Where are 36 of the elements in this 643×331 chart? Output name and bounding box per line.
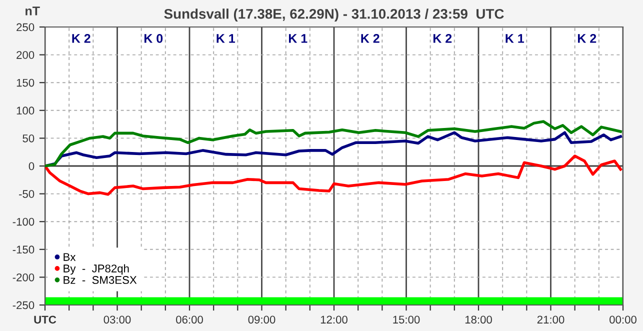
line-series xyxy=(45,154,622,196)
x-tick-label: 21:00 xyxy=(537,316,564,324)
y-tick-label: 100 xyxy=(16,106,34,115)
x-tick-label: 09:00 xyxy=(248,316,276,324)
annotation: K 2 xyxy=(72,34,90,43)
annotation: K 1 xyxy=(288,34,308,43)
y-tick-label: 200 xyxy=(16,51,34,59)
y-tick-label: -200 xyxy=(12,273,34,282)
x-tick-label: 15:00 xyxy=(393,316,420,324)
y-tick-label: -250 xyxy=(12,301,34,310)
y-axis-title: nT xyxy=(26,6,40,16)
annotation: K 1 xyxy=(216,34,236,43)
annotation: K 2 xyxy=(578,34,596,43)
chart-title: Sundsvall (17.38E, 62.29N) - 31.10.2013 / 23:59 UTC xyxy=(164,8,504,22)
x-tick-label: 00:00 xyxy=(610,316,636,324)
y-tick-label: 250 xyxy=(16,23,34,32)
x-tick-label: 18:00 xyxy=(465,316,492,324)
y-tick-label: -50 xyxy=(19,190,34,198)
y-tick-label: -150 xyxy=(12,246,34,254)
line-series xyxy=(45,120,622,168)
x-tick-label: 03:00 xyxy=(104,316,131,324)
legend-label: Bz - SM3ESX xyxy=(64,276,137,284)
y-tick-label: -100 xyxy=(12,218,34,226)
x-tick-label: UTC xyxy=(34,316,56,324)
annotation: K 2 xyxy=(361,34,380,43)
y-tick-label: 50 xyxy=(22,134,34,142)
x-tick-label: 12:00 xyxy=(320,316,348,324)
x-tick-label: 06:00 xyxy=(176,316,203,324)
legend-label: By - JP82qh xyxy=(64,264,129,275)
legend-label: Bx xyxy=(64,253,76,261)
line-series xyxy=(45,131,622,168)
y-tick-label: 150 xyxy=(16,78,34,87)
annotation: K 0 xyxy=(144,34,163,43)
y-tick-label: 0 xyxy=(28,162,34,170)
annotation: K 2 xyxy=(433,34,452,43)
annotation: K 1 xyxy=(506,34,524,43)
